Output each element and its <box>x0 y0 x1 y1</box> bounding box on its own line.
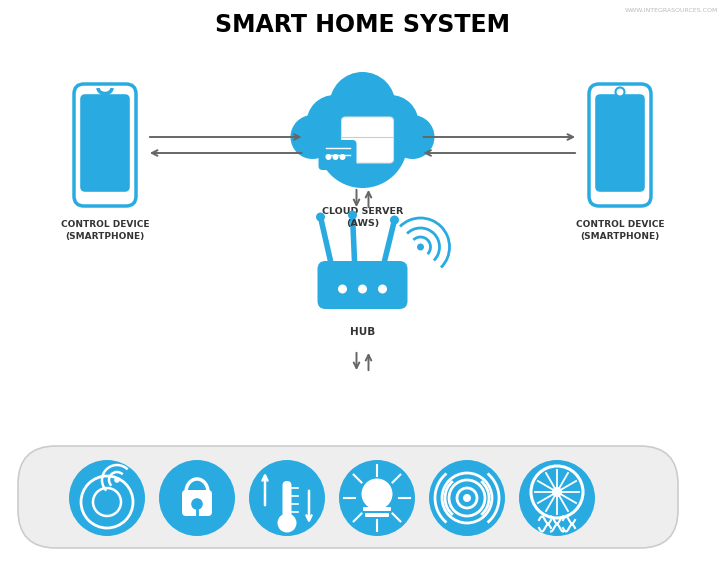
Circle shape <box>316 213 325 222</box>
Circle shape <box>339 460 415 536</box>
Text: SMART HOME SYSTEM: SMART HOME SYSTEM <box>215 13 510 37</box>
FancyBboxPatch shape <box>74 84 136 206</box>
Text: WWW.INTEGRASOURCES.COM: WWW.INTEGRASOURCES.COM <box>625 8 718 13</box>
Circle shape <box>378 284 387 294</box>
FancyBboxPatch shape <box>18 446 678 548</box>
Circle shape <box>552 487 562 497</box>
Text: CONTROL DEVICE
(SMARTPHONE): CONTROL DEVICE (SMARTPHONE) <box>576 220 664 241</box>
Circle shape <box>348 210 357 219</box>
Circle shape <box>69 460 145 536</box>
Circle shape <box>429 460 505 536</box>
Circle shape <box>307 95 362 151</box>
FancyBboxPatch shape <box>589 84 651 206</box>
Circle shape <box>616 88 624 96</box>
FancyBboxPatch shape <box>341 117 394 163</box>
Text: CLOUD SERVER
(AWS): CLOUD SERVER (AWS) <box>322 207 403 228</box>
Circle shape <box>391 115 434 159</box>
Circle shape <box>333 154 339 160</box>
FancyBboxPatch shape <box>363 507 391 511</box>
Circle shape <box>191 498 203 510</box>
Circle shape <box>338 284 347 294</box>
FancyBboxPatch shape <box>80 94 130 192</box>
FancyBboxPatch shape <box>365 513 389 517</box>
Circle shape <box>318 98 407 188</box>
Circle shape <box>390 215 399 225</box>
Circle shape <box>326 154 331 160</box>
Circle shape <box>519 460 595 536</box>
FancyBboxPatch shape <box>318 140 357 170</box>
Circle shape <box>362 95 418 151</box>
Circle shape <box>115 477 120 483</box>
FancyBboxPatch shape <box>283 481 291 523</box>
Circle shape <box>358 284 367 294</box>
Circle shape <box>159 460 235 536</box>
Circle shape <box>339 154 346 160</box>
Circle shape <box>417 243 424 250</box>
Text: CONTROL DEVICE
(SMARTPHONE): CONTROL DEVICE (SMARTPHONE) <box>61 220 149 241</box>
Circle shape <box>329 72 396 138</box>
Circle shape <box>362 478 392 510</box>
FancyBboxPatch shape <box>318 261 407 309</box>
Circle shape <box>291 115 334 159</box>
Circle shape <box>463 494 471 502</box>
Circle shape <box>249 460 325 536</box>
FancyBboxPatch shape <box>182 490 212 516</box>
FancyBboxPatch shape <box>595 94 645 192</box>
Circle shape <box>278 514 297 532</box>
Text: HUB: HUB <box>350 327 375 337</box>
